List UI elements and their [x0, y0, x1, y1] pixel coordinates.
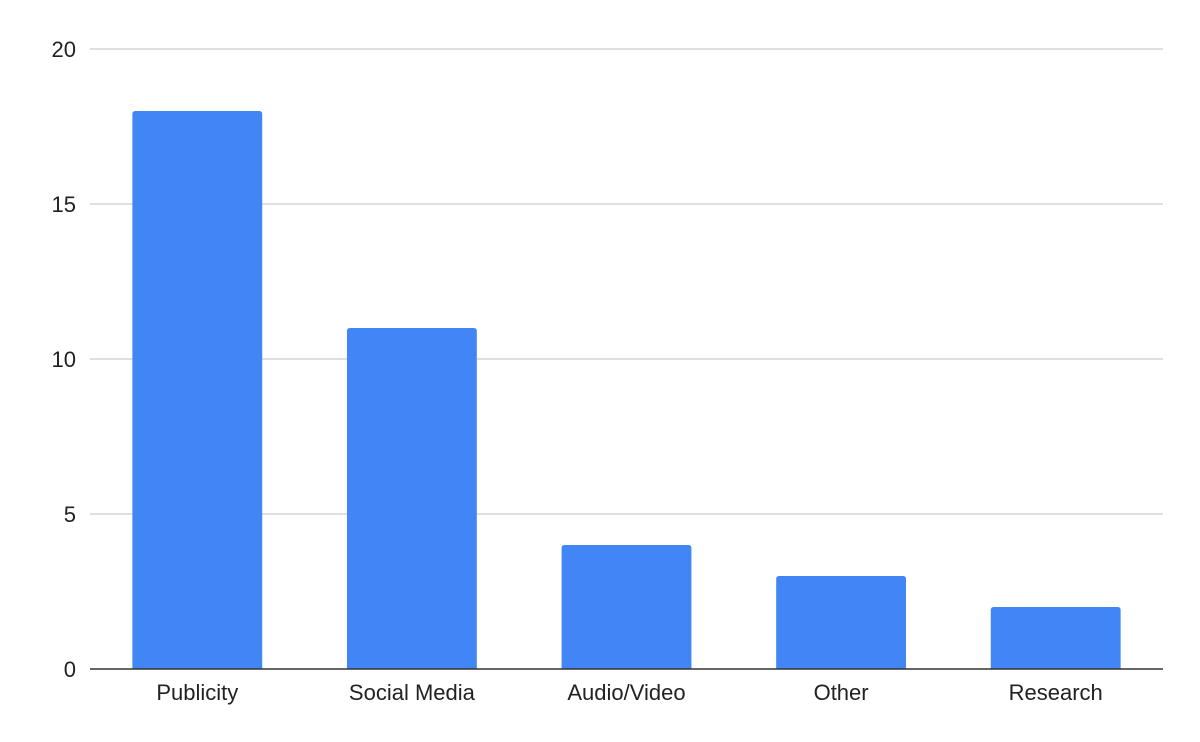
y-tick-label: 20 [52, 37, 76, 62]
bar-other [776, 576, 907, 669]
bars [132, 111, 1121, 669]
bar-social-media [346, 328, 477, 669]
bar-research [990, 607, 1121, 669]
x-tick-label: Social Media [349, 680, 476, 705]
x-tick-label: Audio/Video [567, 680, 685, 705]
y-tick-label: 10 [52, 347, 76, 372]
y-tick-label: 15 [52, 192, 76, 217]
bar-audio-video [561, 545, 692, 669]
y-tick-label: 5 [64, 502, 76, 527]
y-axis-ticks: 0 5 10 15 20 [52, 37, 76, 682]
y-tick-label: 0 [64, 657, 76, 682]
gridlines [90, 48, 1163, 515]
x-axis-ticks: Publicity Social Media Audio/Video Other Res… [156, 680, 1102, 705]
x-tick-label: Publicity [156, 680, 238, 705]
bar-publicity [132, 111, 263, 669]
x-tick-label: Other [814, 680, 869, 705]
x-tick-label: Research [1009, 680, 1103, 705]
